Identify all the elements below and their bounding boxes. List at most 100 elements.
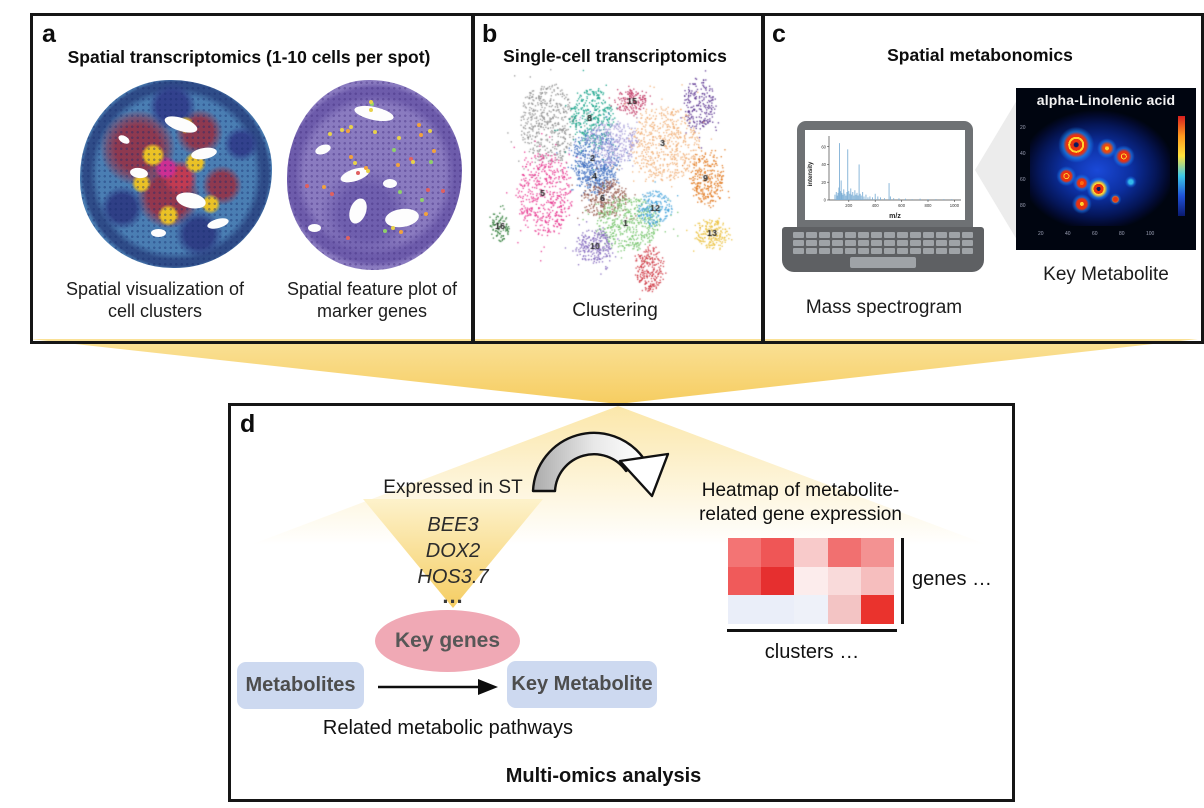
key — [910, 248, 921, 254]
gene-ellipsis: ... — [442, 583, 464, 608]
svg-text:600: 600 — [898, 203, 906, 208]
key — [923, 248, 934, 254]
msi-heat-plot — [1030, 110, 1170, 226]
key-metabolite-box: Key Metabolite — [507, 661, 657, 708]
caption-key-metabolite: Key Metabolite — [1043, 264, 1169, 285]
marker-speck — [346, 129, 351, 134]
tissue-hole — [151, 228, 167, 237]
tissue-hole — [163, 112, 200, 136]
panel-c — [762, 13, 1204, 344]
curved-arrowhead-icon — [618, 452, 670, 498]
heatmap-cell — [827, 595, 861, 624]
key — [897, 240, 908, 246]
key — [871, 248, 882, 254]
small-funnel — [363, 499, 543, 608]
caption-marker-genes: Spatial feature plot of marker genes — [286, 279, 458, 321]
d-heatmap-grid — [728, 538, 894, 624]
heatmap-cell — [794, 538, 828, 567]
heatmap-cell — [860, 566, 894, 596]
panel-c-letter: c — [772, 20, 786, 48]
key — [910, 232, 921, 238]
msi-tick-label: 100 — [1146, 231, 1155, 237]
msi-tick-label: 20 — [1020, 125, 1026, 131]
curved-arrow-icon — [531, 431, 646, 493]
marker-speck — [418, 133, 423, 138]
key — [884, 232, 895, 238]
key-genes-ellipse: Key genes — [375, 610, 520, 672]
heatmap-cell — [728, 538, 762, 567]
svg-text:800: 800 — [925, 203, 933, 208]
key — [806, 248, 817, 254]
spatial-cluster-image — [80, 80, 272, 268]
key — [923, 232, 934, 238]
clusters-axis-line — [727, 629, 897, 632]
msi-tick-label: 60 — [1020, 177, 1026, 183]
marker-speck — [352, 160, 357, 165]
key — [819, 248, 830, 254]
heatmap-cell — [827, 538, 861, 567]
mass-spectrum-plot: 0 20 40 60 200 400 600 800 1000 intensity m/z — [808, 136, 961, 220]
key — [936, 248, 947, 254]
svg-text:m/z: m/z — [889, 213, 901, 220]
tissue-hole — [117, 133, 132, 146]
heatmap-cell — [728, 595, 762, 624]
marker-speck — [369, 108, 374, 113]
key — [910, 240, 921, 246]
key — [858, 240, 869, 246]
msi-tick-label: 40 — [1065, 231, 1071, 237]
clusters-axis-label: clusters … — [764, 641, 860, 663]
key — [845, 248, 856, 254]
key — [923, 240, 934, 246]
heatmap-cell — [728, 566, 762, 596]
marker-speck — [329, 191, 334, 196]
svg-text:intensity: intensity — [808, 161, 814, 186]
marker-speck — [364, 166, 368, 171]
panel-d-letter: d — [240, 410, 256, 438]
marker-speck — [395, 162, 400, 167]
gene-name: DOX2 — [425, 540, 481, 562]
key — [897, 232, 908, 238]
marker-speck — [398, 230, 403, 235]
projection-beam — [975, 95, 1020, 245]
panel-c-title: Spatial metabonomics — [887, 45, 1073, 65]
right-arrow-icon — [378, 679, 498, 695]
tissue-hole — [205, 216, 230, 231]
tissue-hole — [174, 189, 208, 211]
key — [819, 232, 830, 238]
laptop-screen: 0 20 40 60 200 400 600 800 1000 intensity m/z — [805, 130, 965, 220]
marker-speck — [368, 100, 373, 105]
keyboard-row — [782, 240, 984, 246]
keyboard-row — [782, 232, 984, 238]
touchpad — [850, 257, 916, 268]
svg-text:60: 60 — [821, 144, 826, 149]
tissue-hole — [190, 145, 219, 161]
expressed-in-st-label: Expressed in ST — [383, 477, 523, 498]
key — [871, 232, 882, 238]
spatial-feature-image — [287, 80, 462, 270]
key — [858, 248, 869, 254]
key — [832, 248, 843, 254]
svg-text:40: 40 — [821, 162, 826, 167]
marker-speck — [349, 124, 354, 129]
key — [832, 240, 843, 246]
genes-axis-label: genes … — [912, 568, 993, 590]
key — [845, 240, 856, 246]
pathways-label: Related metabolic pathways — [322, 717, 574, 739]
msi-tick-label: 60 — [1092, 231, 1098, 237]
key — [806, 232, 817, 238]
panel-b-title: Single-cell transcriptomics — [503, 46, 727, 66]
tissue-hole — [383, 178, 398, 188]
marker-gene-specks — [287, 80, 462, 270]
marker-speck — [426, 187, 431, 192]
svg-text:400: 400 — [872, 203, 880, 208]
laptop-keyboard — [782, 227, 984, 272]
key — [949, 248, 960, 254]
heatmap-title: Heatmap of metabolite-related gene expre… — [699, 480, 902, 525]
key — [884, 248, 895, 254]
key — [962, 232, 973, 238]
marker-speck — [429, 160, 434, 165]
big-funnel — [30, 339, 1198, 404]
msi-tick-label: 80 — [1119, 231, 1125, 237]
